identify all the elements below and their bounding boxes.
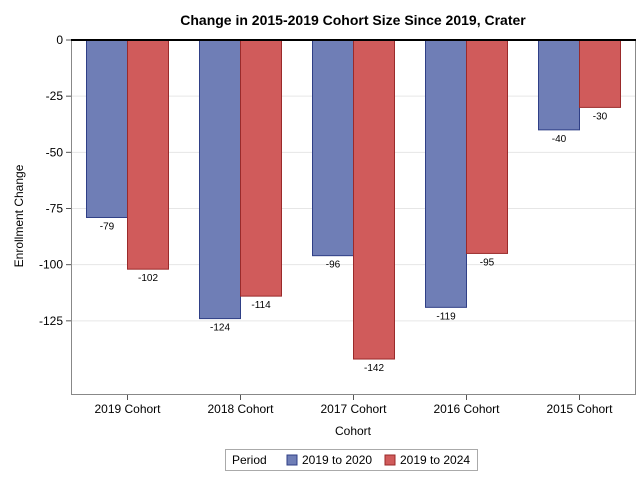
data-label: -124 <box>210 323 230 334</box>
x-tick-label: 2015 Cohort <box>546 402 613 416</box>
chart-title: Change in 2015-2019 Cohort Size Since 20… <box>180 12 526 28</box>
bar-series-1 <box>199 39 241 320</box>
data-labels: -79 -102 -124 -114 -96 -142 -119 -95 -40 -30 <box>100 111 608 374</box>
x-axis-ticks: 2019 Cohort 2018 Cohort 2017 Cohort 2016 Co… <box>94 395 613 416</box>
y-axis-ticks: 0 -25 -50 -75 -100 -125 <box>39 33 71 328</box>
bar-series-2 <box>353 39 395 360</box>
data-label: -79 <box>100 221 115 232</box>
x-tick-label: 2019 Cohort <box>94 402 161 416</box>
bar-series-2 <box>466 39 508 254</box>
data-label: -30 <box>593 111 608 122</box>
y-tick-label: -50 <box>46 145 64 159</box>
x-tick-label: 2016 Cohort <box>433 402 500 416</box>
data-label: -95 <box>480 257 495 268</box>
bar-series-2 <box>127 39 169 270</box>
data-label: -119 <box>436 311 456 322</box>
y-tick-label: -100 <box>39 258 63 272</box>
legend-swatch <box>286 454 298 466</box>
data-label: -114 <box>251 300 271 311</box>
bar-series-1 <box>312 39 354 257</box>
bar-series-1 <box>425 39 467 308</box>
bar-series-2 <box>579 39 621 108</box>
x-tick-label: 2018 Cohort <box>207 402 274 416</box>
x-axis-label: Cohort <box>335 424 372 438</box>
legend-label: 2019 to 2020 <box>302 453 372 467</box>
y-tick-label: -25 <box>46 89 64 103</box>
y-tick-label: -75 <box>46 202 64 216</box>
data-label: -40 <box>552 134 567 145</box>
y-axis-label: Enrollment Change <box>12 164 26 267</box>
bar-series-2 <box>240 39 282 297</box>
data-label: -142 <box>364 363 384 374</box>
x-tick-label: 2017 Cohort <box>320 402 387 416</box>
bar-series-1 <box>538 39 580 131</box>
legend: Period 2019 to 2020 2019 to 2024 <box>225 449 478 471</box>
legend-swatch <box>384 454 396 466</box>
y-tick-label: -125 <box>39 314 63 328</box>
data-label: -96 <box>326 260 341 271</box>
y-tick-label: 0 <box>56 33 63 47</box>
data-label: -102 <box>138 273 158 284</box>
legend-label: 2019 to 2024 <box>400 453 470 467</box>
bars <box>86 39 621 360</box>
bar-series-1 <box>86 39 128 218</box>
legend-title: Period <box>232 453 267 467</box>
